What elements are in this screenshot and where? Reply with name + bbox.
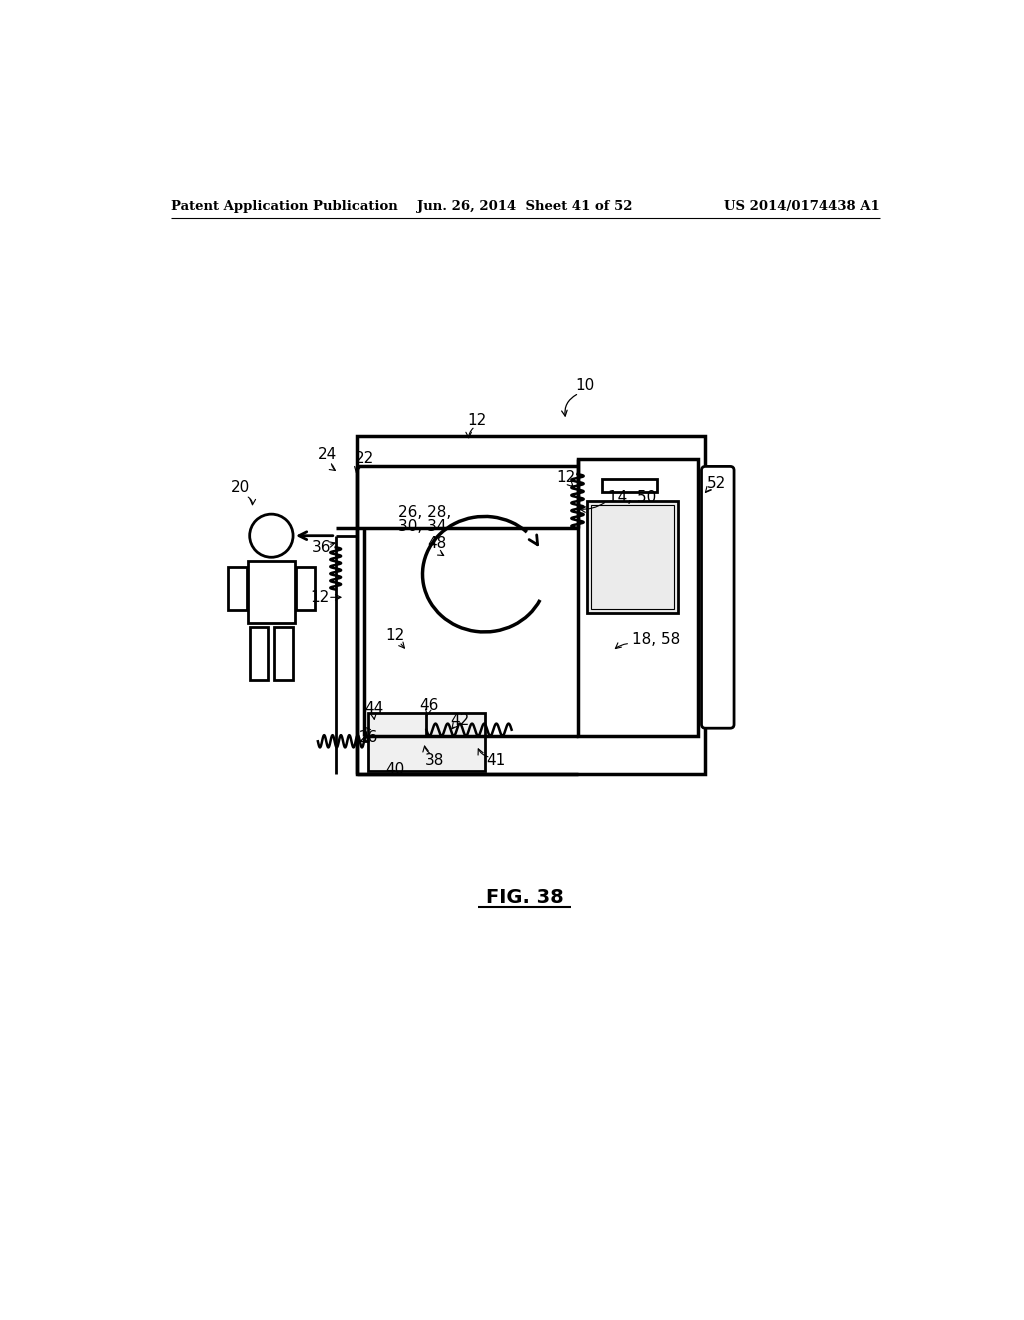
Text: 30, 34: 30, 34	[397, 519, 446, 535]
Text: 22: 22	[354, 451, 374, 466]
Text: 12: 12	[467, 413, 486, 428]
Text: 26: 26	[358, 730, 378, 744]
Text: 41: 41	[486, 752, 506, 768]
Bar	[602, 479, 656, 492]
Text: 52: 52	[708, 475, 727, 491]
Text: 44: 44	[365, 701, 383, 717]
Text: US 2014/0174438 A1: US 2014/0174438 A1	[724, 199, 880, 213]
Text: 40: 40	[386, 762, 406, 776]
FancyBboxPatch shape	[701, 466, 734, 729]
Text: Jun. 26, 2014  Sheet 41 of 52: Jun. 26, 2014 Sheet 41 of 52	[417, 199, 633, 213]
Text: 12: 12	[310, 590, 330, 605]
Bar	[274, 627, 293, 681]
Text: 46: 46	[419, 697, 438, 713]
Text: 24: 24	[318, 447, 338, 462]
Text: 20: 20	[230, 480, 250, 495]
Bar	[250, 627, 268, 681]
Text: 38: 38	[424, 752, 443, 768]
Text: 18, 58: 18, 58	[632, 632, 680, 647]
Bar	[578, 459, 697, 737]
Bar	[591, 506, 675, 609]
Bar	[369, 713, 484, 771]
Text: 26, 28,: 26, 28,	[397, 506, 451, 520]
Bar	[587, 502, 678, 612]
Text: 48: 48	[427, 536, 446, 550]
Bar	[228, 568, 247, 610]
Text: 10: 10	[575, 378, 595, 393]
Text: 36: 36	[312, 540, 332, 554]
Text: FIG. 38: FIG. 38	[486, 888, 563, 907]
Bar	[296, 568, 314, 610]
Bar	[248, 561, 295, 623]
Text: 12: 12	[386, 628, 406, 643]
Text: Patent Application Publication: Patent Application Publication	[171, 199, 397, 213]
Text: 42: 42	[451, 713, 469, 729]
Text: 12: 12	[556, 470, 575, 486]
Bar	[356, 436, 706, 775]
Text: 14, 50: 14, 50	[608, 490, 656, 504]
